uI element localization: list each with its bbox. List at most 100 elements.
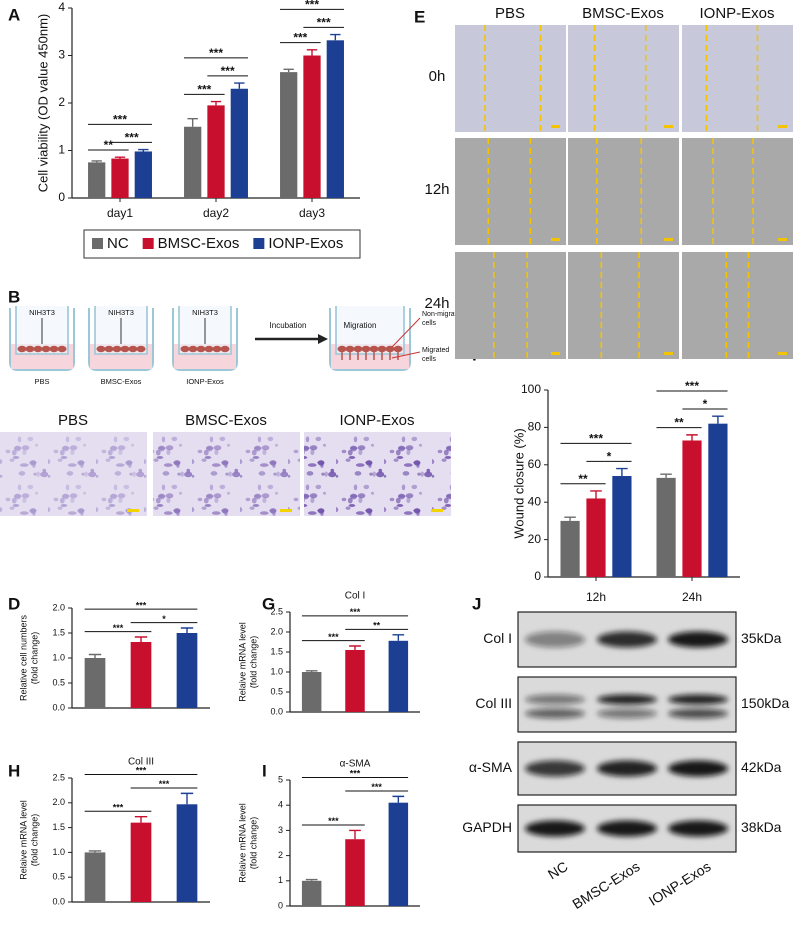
wound-image (455, 138, 566, 245)
arrow-head (318, 334, 328, 344)
lane-label: NC (545, 858, 571, 882)
scale-bar (431, 509, 443, 512)
y-tick-label: 4 (58, 0, 65, 14)
cell (104, 345, 114, 353)
y-tick-label: 60 (528, 457, 542, 471)
legend-swatch (92, 238, 103, 249)
cell (220, 345, 230, 353)
y-tick-label: 20 (528, 532, 542, 546)
transwell-stain (0, 432, 147, 516)
y-axis-label: (fold change) (248, 817, 258, 870)
cell (136, 345, 146, 353)
cell (377, 345, 387, 353)
significance-label: *** (113, 112, 127, 126)
blot-strip (517, 676, 737, 733)
protein-label: GAPDH (462, 819, 512, 835)
cell-line-label: NIH3T3 (192, 308, 218, 317)
bar (84, 852, 106, 902)
column-label: IONP-Exos (699, 5, 774, 22)
y-axis-label: Relaive mRNA level (18, 800, 28, 880)
legend-swatch (142, 238, 154, 249)
y-tick-label: 80 (528, 420, 542, 434)
insert (335, 306, 405, 355)
cell (128, 345, 138, 353)
bar (586, 498, 606, 577)
y-tick-label: 0.5 (270, 686, 283, 696)
significance-label: * (703, 397, 708, 411)
wound-image (682, 252, 793, 359)
bar (612, 476, 632, 577)
y-tick-label: 0.5 (52, 872, 65, 882)
y-axis-label: Relaive mRNA level (237, 622, 247, 702)
blot-band (668, 708, 728, 719)
y-tick-label: 1 (58, 143, 65, 157)
y-tick-label: 5 (278, 774, 283, 784)
y-axis-label: (fold change) (29, 632, 39, 685)
y-tick-label: 1.0 (52, 652, 65, 662)
significance-label: *** (293, 31, 307, 45)
legend-box (83, 229, 361, 259)
error-bar (180, 792, 194, 805)
significance-label: *** (317, 15, 331, 29)
cell (361, 345, 371, 353)
column-label: BMSC-Exos (582, 5, 664, 22)
error-bar (88, 850, 102, 853)
scale-bar (778, 352, 787, 355)
cell (33, 345, 43, 353)
wound-image (682, 138, 793, 245)
y-axis-label: Relaive mRNA level (237, 803, 247, 883)
y-tick-label: 2.0 (52, 602, 65, 612)
scale-bar (551, 125, 560, 128)
error-bar (349, 829, 361, 840)
error-bar (660, 473, 672, 478)
error-bar (187, 117, 198, 127)
significance-label: * (162, 614, 166, 624)
cell (196, 345, 206, 353)
blot-band (525, 631, 585, 648)
bar (84, 658, 106, 708)
cell (369, 345, 379, 353)
significance-label: *** (305, 0, 319, 11)
image-label: BMSC-Exos (185, 412, 267, 429)
y-axis-label: (fold change) (29, 814, 39, 867)
scale-bar (778, 238, 787, 241)
y-tick-label: 1.5 (270, 646, 283, 656)
error-bar (564, 516, 576, 521)
error-bar (305, 670, 318, 672)
cell (49, 345, 59, 353)
arrow-label: Incubation (270, 321, 307, 330)
annotation-pointer (391, 317, 421, 348)
size-label: 35kDa (741, 630, 782, 646)
blot-band (597, 631, 657, 648)
bar (345, 650, 365, 712)
significance-label: *** (125, 130, 139, 144)
y-tick-label: 0 (58, 190, 65, 204)
cell (25, 345, 35, 353)
protein-label: Col III (475, 695, 512, 711)
legend-label: IONP-Exos (268, 235, 343, 252)
error-bar (392, 634, 405, 641)
y-tick-label: 100 (521, 382, 541, 396)
annotation: cells (422, 320, 437, 327)
panel-letter: D (8, 594, 20, 613)
bar (708, 423, 728, 577)
y-axis-label: Relative cell numbers (18, 614, 28, 701)
blot-band (668, 820, 728, 837)
cell (353, 345, 363, 353)
y-tick-label: 1 (278, 875, 283, 885)
significance-label: ** (578, 472, 588, 486)
significance-label: *** (328, 816, 339, 826)
y-tick-label: 2.0 (52, 797, 65, 807)
cell (96, 345, 106, 353)
bar (301, 672, 322, 712)
y-tick-label: 1.5 (52, 822, 65, 832)
scale-bar (664, 125, 673, 128)
significance-label: ** (373, 621, 381, 631)
y-tick-label: 1.0 (52, 847, 65, 857)
blot-band (525, 694, 585, 705)
panel-letter: J (472, 594, 481, 613)
bar (656, 477, 676, 577)
bar (130, 822, 152, 902)
significance-label: *** (350, 607, 361, 617)
